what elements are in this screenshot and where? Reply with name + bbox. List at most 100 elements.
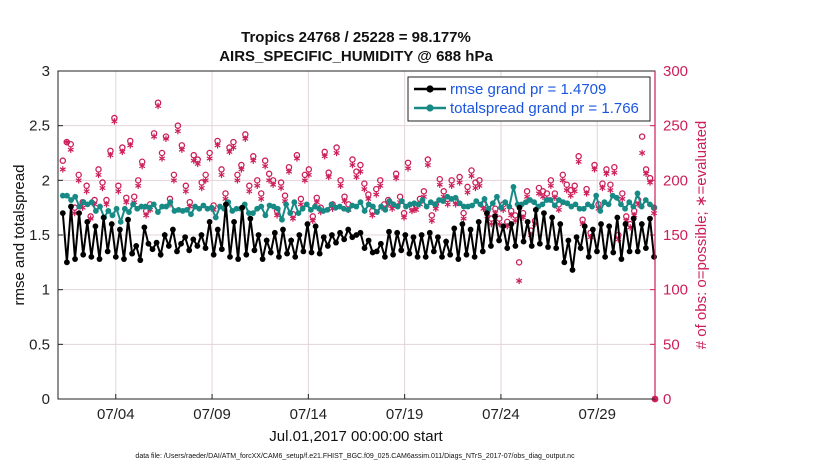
evaluated-point bbox=[107, 151, 114, 159]
rmse-point bbox=[585, 253, 592, 260]
rmse-point bbox=[614, 214, 621, 221]
x-tick-label: 07/29 bbox=[578, 406, 616, 423]
totalspread-point bbox=[415, 201, 422, 208]
rmse-point bbox=[573, 234, 580, 241]
rmse-point bbox=[345, 226, 352, 233]
rmse-point bbox=[72, 256, 78, 262]
evaluated-point bbox=[535, 190, 543, 197]
totalspread-point bbox=[510, 183, 517, 190]
totalspread-point bbox=[245, 210, 252, 217]
rmse-point bbox=[284, 250, 290, 257]
totalspread-point bbox=[386, 198, 393, 205]
possible-point bbox=[59, 157, 67, 164]
evaluated-point bbox=[226, 148, 233, 156]
evaluated-point bbox=[174, 127, 181, 135]
totalspread-point bbox=[460, 203, 467, 210]
right-tick-label: 150 bbox=[663, 227, 688, 244]
evaluated-point bbox=[341, 197, 348, 205]
evaluated-point bbox=[404, 165, 412, 172]
rmse-point bbox=[198, 232, 205, 238]
rmse-point bbox=[651, 253, 657, 260]
series-rmse bbox=[59, 201, 657, 273]
x-tick-label: 07/24 bbox=[482, 406, 520, 423]
rmse-point bbox=[259, 256, 266, 262]
rmse-point bbox=[589, 226, 596, 233]
totalspread-point bbox=[208, 204, 215, 211]
rmse-point bbox=[227, 253, 233, 260]
evaluated-point bbox=[464, 189, 471, 196]
evaluated-point bbox=[154, 102, 162, 110]
rmse-point bbox=[288, 237, 295, 244]
totalspread-point bbox=[274, 205, 281, 212]
rmse-point bbox=[483, 210, 490, 217]
rmse-point bbox=[622, 221, 629, 227]
totalspread-point bbox=[398, 198, 405, 205]
rmse-point bbox=[202, 245, 209, 252]
right-tick-label: 200 bbox=[663, 172, 688, 189]
rmse-point bbox=[174, 248, 180, 255]
legend-rmse-marker bbox=[426, 85, 434, 93]
totalspread-point bbox=[345, 206, 351, 213]
evaluated-point bbox=[643, 170, 650, 177]
totalspread-point bbox=[183, 206, 190, 213]
evaluated-point bbox=[571, 188, 578, 195]
totalspread-point bbox=[299, 205, 306, 212]
rmse-point bbox=[80, 251, 87, 258]
rmse-point bbox=[451, 225, 458, 232]
rmse-point bbox=[373, 248, 380, 255]
right-tick-label: 250 bbox=[663, 118, 688, 135]
totalspread-point bbox=[647, 201, 653, 208]
rmse-point bbox=[214, 226, 221, 233]
rmse-point bbox=[386, 228, 392, 235]
evaluated-point bbox=[480, 205, 487, 212]
rmse-point bbox=[402, 232, 409, 238]
rmse-point bbox=[377, 240, 384, 247]
totalspread-point bbox=[121, 205, 128, 212]
rmse-point bbox=[170, 226, 176, 233]
rmse-point bbox=[390, 251, 396, 258]
totalspread-point bbox=[163, 203, 170, 210]
evaluated-point bbox=[516, 277, 523, 285]
rmse-point bbox=[647, 215, 653, 222]
y-axis-left-label: rmse and totalspread bbox=[11, 165, 28, 306]
evaluated-point bbox=[178, 146, 185, 153]
totalspread-point bbox=[68, 197, 74, 203]
totalspread-point bbox=[88, 199, 95, 206]
evaluated-point bbox=[270, 181, 277, 188]
totalspread-point bbox=[369, 203, 376, 210]
evaluated-point bbox=[83, 188, 90, 195]
totalspread-point bbox=[502, 199, 509, 206]
totalspread-point bbox=[146, 204, 153, 211]
totalspread-point bbox=[531, 199, 538, 206]
rmse-point bbox=[194, 243, 201, 249]
evaluated-point bbox=[639, 149, 646, 157]
rmse-point bbox=[394, 229, 401, 236]
evaluated-point bbox=[583, 190, 590, 197]
evaluated-point bbox=[369, 212, 376, 219]
evaluated-point bbox=[508, 212, 515, 219]
evaluated-point bbox=[599, 184, 606, 192]
evaluated-point bbox=[412, 206, 420, 214]
evaluated-point bbox=[444, 201, 451, 208]
rmse-point bbox=[475, 218, 482, 225]
evaluated-point bbox=[436, 181, 443, 188]
rmse-point bbox=[59, 210, 66, 217]
rmse-point bbox=[594, 248, 600, 255]
totalspread-point bbox=[498, 204, 504, 211]
totalspread-point bbox=[506, 203, 513, 210]
evaluated-point bbox=[190, 157, 197, 164]
rmse-point bbox=[235, 256, 242, 262]
rmse-point bbox=[361, 245, 368, 252]
evaluated-point bbox=[67, 146, 74, 153]
totalspread-point bbox=[109, 212, 116, 219]
totalspread-point bbox=[138, 203, 145, 210]
totalspread-point bbox=[328, 201, 335, 208]
totalspread-point bbox=[432, 201, 438, 208]
evaluated-point bbox=[400, 214, 408, 221]
rmse-point bbox=[536, 240, 543, 247]
rmse-point bbox=[296, 232, 303, 238]
legend: rmse grand pr = 1.4709 totalspread grand… bbox=[407, 76, 651, 122]
evaluated-point bbox=[162, 135, 170, 142]
evaluated-point bbox=[357, 168, 364, 175]
